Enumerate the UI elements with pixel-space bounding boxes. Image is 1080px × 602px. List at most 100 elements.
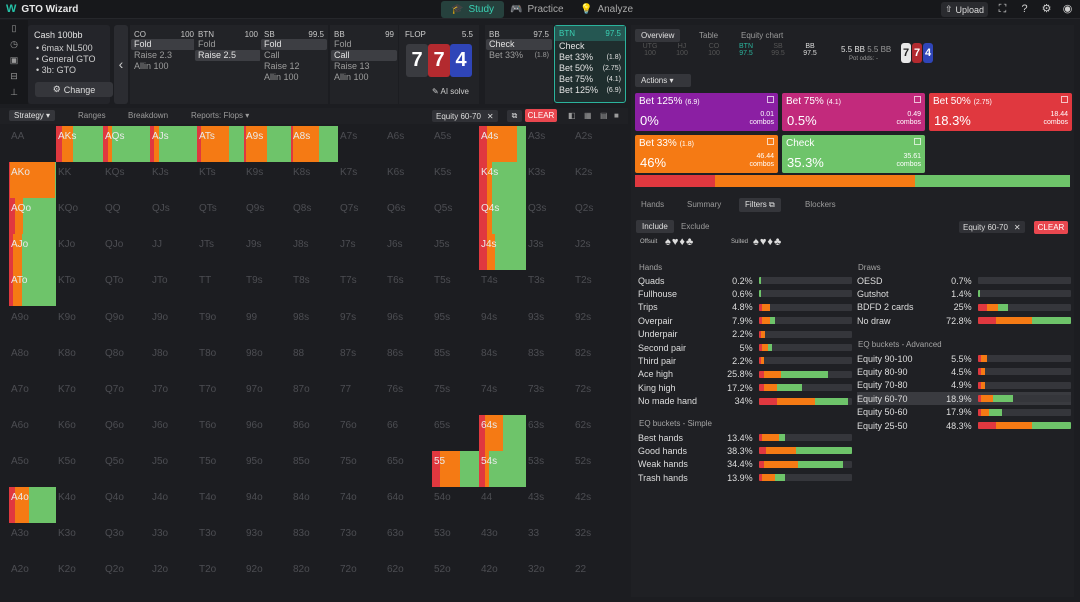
hand-cell[interactable]: AKo: [9, 162, 56, 199]
btn-action[interactable]: Bet 125% (6.9): [556, 85, 624, 96]
btn-action[interactable]: Bet 75% (4.1): [556, 74, 624, 85]
filter-row[interactable]: OESD 0.7%: [857, 274, 1071, 287]
filter-row[interactable]: No draw 72.8%: [857, 314, 1071, 327]
hand-cell[interactable]: JTs: [197, 234, 244, 270]
table-icon[interactable]: [914, 96, 921, 103]
screenshot-icon[interactable]: ⛶: [998, 3, 1007, 15]
hand-cell[interactable]: AKs: [56, 126, 103, 162]
hand-cell[interactable]: 84s: [479, 343, 526, 379]
hand-cell[interactable]: T5o: [197, 451, 244, 487]
hand-cell[interactable]: 95s: [432, 307, 479, 343]
filter-chip[interactable]: Equity 60-70 ✕: [432, 110, 498, 122]
hand-cell[interactable]: 82s: [573, 343, 620, 379]
tab-table[interactable]: Table: [699, 31, 719, 40]
tab-equity-chart[interactable]: Equity chart: [741, 31, 784, 40]
hand-cell[interactable]: J5o: [150, 451, 197, 487]
hand-cell[interactable]: J4o: [150, 487, 197, 523]
hand-cell[interactable]: A8o: [9, 343, 56, 379]
hand-cell[interactable]: K5s: [432, 162, 479, 198]
view-grid-icon[interactable]: ▦: [584, 111, 592, 120]
hand-cell[interactable]: 33: [526, 523, 573, 559]
hand-cell[interactable]: K7s: [338, 162, 385, 198]
seat-hj[interactable]: HJ 100: [667, 43, 697, 67]
filter-row[interactable]: No made hand 34%: [638, 395, 852, 408]
table-icon[interactable]: ⊟: [10, 71, 18, 81]
hand-cell[interactable]: 97o: [244, 379, 291, 415]
hand-cell[interactable]: 74s: [479, 379, 526, 415]
hand-cell[interactable]: 99: [244, 307, 291, 343]
hand-cell[interactable]: T7s: [338, 270, 385, 306]
hand-cell[interactable]: AJo: [9, 234, 56, 271]
hand-cell[interactable]: 87s: [338, 343, 385, 379]
offsuit-suits-icon[interactable]: ♠♥♦♣: [665, 236, 695, 248]
filter-row[interactable]: Equity 25-50 48.3%: [857, 419, 1071, 432]
hand-cell[interactable]: Q4o: [103, 487, 150, 523]
hand-cell[interactable]: J9o: [150, 307, 197, 343]
hand-cell[interactable]: J5s: [432, 234, 479, 270]
hand-cell[interactable]: 82o: [291, 559, 338, 595]
hand-cell[interactable]: 54o: [432, 487, 479, 523]
hand-cell[interactable]: J8s: [291, 234, 338, 270]
hand-cell[interactable]: K6o: [56, 415, 103, 451]
hand-cell[interactable]: 87o: [291, 379, 338, 415]
table-icon[interactable]: [1061, 96, 1068, 103]
hand-cell[interactable]: A7o: [9, 379, 56, 415]
strategy-box[interactable]: Bet 50% (2.75) 18.3% 18.44 combos: [929, 93, 1072, 131]
help-icon[interactable]: ?: [1021, 3, 1028, 15]
hand-cell[interactable]: Q3o: [103, 523, 150, 559]
hand-cell[interactable]: K3s: [526, 162, 573, 198]
hand-cell[interactable]: K4s: [479, 162, 526, 199]
hand-cell[interactable]: 63s: [526, 415, 573, 451]
hand-cell[interactable]: 43s: [526, 487, 573, 523]
hand-cell[interactable]: T6s: [385, 270, 432, 306]
suited-suits-icon[interactable]: ♠♥♦♣: [753, 236, 783, 248]
hand-cell[interactable]: ATs: [197, 126, 244, 162]
upload-button[interactable]: ⇧ Upload: [941, 2, 988, 17]
hand-cell[interactable]: AQo: [9, 198, 56, 235]
hand-cell[interactable]: 88: [291, 343, 338, 379]
hand-cell[interactable]: 62o: [385, 559, 432, 595]
filter-row[interactable]: Underpair 2.2%: [638, 328, 852, 341]
filter-row[interactable]: Second pair 5%: [638, 341, 852, 354]
filter-row[interactable]: Good hands 38.3%: [638, 444, 852, 457]
hand-cell[interactable]: JTo: [150, 270, 197, 306]
hand-cell[interactable]: TT: [197, 270, 244, 306]
hand-cell[interactable]: QTo: [103, 270, 150, 306]
bb-action-bet[interactable]: Bet 33% (1.8): [486, 50, 552, 61]
hand-cell[interactable]: 84o: [291, 487, 338, 523]
table-icon[interactable]: [767, 96, 774, 103]
table-icon[interactable]: [914, 138, 921, 145]
hand-cell[interactable]: QJs: [150, 198, 197, 234]
position-action[interactable]: Fold: [261, 39, 327, 50]
hand-cell[interactable]: K8o: [56, 343, 103, 379]
filter-row[interactable]: Best hands 13.4%: [638, 431, 852, 444]
hand-cell[interactable]: T5s: [432, 270, 479, 306]
hand-cell[interactable]: AA: [9, 126, 56, 162]
hand-cell[interactable]: K6s: [385, 162, 432, 198]
hand-cell[interactable]: KTs: [197, 162, 244, 198]
hand-cell[interactable]: 53s: [526, 451, 573, 487]
hand-cell[interactable]: 85o: [291, 451, 338, 487]
hand-cell[interactable]: Q3s: [526, 198, 573, 234]
hand-cell[interactable]: K4o: [56, 487, 103, 523]
hand-cell[interactable]: 94o: [244, 487, 291, 523]
tab-reports[interactable]: Reports: Flops ▾: [191, 111, 250, 120]
filter-row[interactable]: Equity 70-80 4.9%: [857, 379, 1071, 392]
hand-cell[interactable]: J7o: [150, 379, 197, 415]
filter-row[interactable]: Trips 4.8%: [638, 301, 852, 314]
position-action[interactable]: Fold: [198, 39, 216, 49]
hand-cell[interactable]: J2s: [573, 234, 620, 270]
position-action[interactable]: Allin 100: [134, 61, 169, 71]
hand-cell[interactable]: J7s: [338, 234, 385, 270]
hand-cell[interactable]: Q5o: [103, 451, 150, 487]
position-action[interactable]: Allin 100: [334, 72, 369, 82]
hand-cell[interactable]: K2s: [573, 162, 620, 198]
nav-study[interactable]: 🎓 Study: [441, 1, 505, 18]
hand-cell[interactable]: A4o: [9, 487, 56, 523]
hand-cell[interactable]: K5o: [56, 451, 103, 487]
filter-row[interactable]: Equity 60-70 18.9%: [857, 392, 1071, 406]
view-full-icon[interactable]: ■: [614, 111, 619, 120]
hand-cell[interactable]: QTs: [197, 198, 244, 234]
back-arrow-button[interactable]: ‹: [114, 25, 128, 104]
filter-row[interactable]: Overpair 7.9%: [638, 314, 852, 327]
